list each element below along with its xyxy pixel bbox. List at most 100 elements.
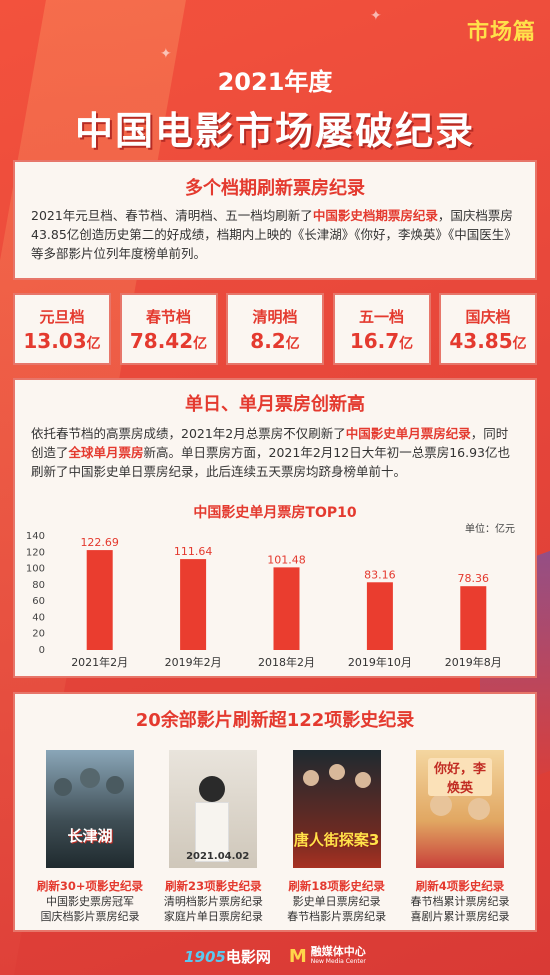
bar-chart: 0 20 40 60 80 100 120 140 122.69 2021年2月 111.64 201… (26, 531, 502, 669)
stat-value: 43.85亿 (449, 329, 526, 353)
poster-title: 长津湖 (67, 827, 113, 845)
x-category-label: 2019年10月 (348, 655, 412, 669)
sparkle-icon: ✦ (160, 46, 172, 62)
chart-bar (273, 567, 300, 650)
y-tick-label: 0 (39, 645, 45, 656)
logo-1905-text: 电影网 (225, 948, 271, 966)
film-record-desc: 中国影史票房冠军 (46, 895, 134, 908)
chart-unit-label: 单位：亿元 (465, 524, 515, 535)
logo-1905-number: 1905 (184, 948, 226, 966)
sparkle-icon: ✦ (370, 8, 382, 24)
chart-bar (366, 582, 393, 650)
logo-media-en: New Media Center (310, 957, 366, 965)
film-record-desc: 国庆档影片票房纪录 (40, 910, 140, 923)
page-title: 中国电影市场屡破纪录 (74, 109, 475, 153)
film-item: 你好，李焕英 刷新4项影史纪录 春节档累计票房纪录 喜剧片累计票房纪录 (401, 750, 519, 924)
bar-value-label: 111.64 (174, 545, 213, 558)
card-daily-monthly-records: 单日、单月票房创新高 依托春节档的高票房成绩，2021年2月总票房不仅刷新了中国… (13, 378, 537, 678)
paragraph-text: ，国庆档票房43.85亿创造历史第二的好成绩，档期内上映的《长津湖》《你好，李焕… (31, 208, 517, 261)
stat-number: 13.03 (23, 328, 87, 353)
stat-unit: 亿 (512, 335, 527, 352)
bar-value-label: 78.36 (458, 572, 490, 585)
film-item: 长津湖 刷新30+项影史纪录 中国影史票房冠军 国庆档影片票房纪录 (31, 750, 149, 924)
stat-number: 8.2 (250, 328, 286, 353)
poster-title: 2021.04.02 (186, 851, 250, 862)
film-record-desc: 家庭片单日票房纪录 (163, 910, 263, 923)
stat-box: 春节档 78.42亿 (119, 293, 218, 365)
header-year: 2021年度 (217, 68, 333, 96)
stat-label: 五一档 (358, 307, 404, 326)
paragraph-text: 依托春节档的高票房成绩，2021年2月总票房不仅刷新了 (31, 426, 346, 441)
film-record-count: 刷新30+项影史纪录 (36, 879, 144, 893)
stat-box: 五一档 16.7亿 (332, 293, 431, 365)
section-tag: 市场篇 (466, 20, 536, 45)
holiday-stats: 元旦档 13.03亿 春节档 78.42亿 清明档 8.2亿 五一档 16.7亿… (13, 293, 537, 365)
film-record-desc: 喜剧片累计票房纪录 (410, 910, 510, 923)
x-category-label: 2019年2月 (165, 655, 222, 669)
y-tick-label: 60 (32, 596, 45, 607)
card-film-records: 20余部影片刷新超122项影史纪录 长津湖 刷新30+项影史纪录 中国影史票房冠… (13, 692, 537, 932)
stat-box: 国庆档 43.85亿 (439, 293, 537, 365)
card-title: 单日、单月票房创新高 (185, 394, 365, 415)
bar-value-label: 122.69 (80, 536, 119, 549)
stat-value: 16.7亿 (350, 329, 413, 353)
stat-unit: 亿 (193, 335, 208, 352)
paragraph-text: 2021年元旦档、春节档、清明档、五一档均刷新了 (31, 208, 313, 223)
chart-title: 中国影史单月票房TOP10 (193, 505, 357, 521)
stat-number: 16.7 (349, 328, 400, 353)
card-holiday-records: 多个档期刷新票房纪录 2021年元旦档、春节档、清明档、五一档均刷新了中国影史档… (13, 160, 537, 280)
footer-logos: 1905电影网 M 融媒体中心 New Media Center (0, 946, 550, 968)
chart-bar (86, 550, 113, 650)
stat-label: 元旦档 (39, 307, 85, 326)
stat-unit: 亿 (86, 335, 101, 352)
card-paragraph: 依托春节档的高票房成绩，2021年2月总票房不仅刷新了中国影史单月票房纪录，同时… (31, 424, 519, 481)
stat-number: 43.85 (449, 328, 513, 353)
stat-number: 78.42 (129, 328, 194, 353)
y-tick-label: 120 (26, 547, 45, 558)
chart-bar (460, 586, 487, 650)
x-category-label: 2019年8月 (445, 655, 502, 669)
stat-box: 清明档 8.2亿 (226, 293, 324, 365)
bar-value-label: 83.16 (364, 568, 396, 581)
film-poster: 长津湖 (46, 750, 134, 868)
paragraph-text: ，同时创造了 (31, 426, 509, 460)
film-record-count: 刷新18项影史纪录 (288, 879, 385, 893)
film-poster: 唐人街探案3 (292, 750, 381, 868)
chart-bar (180, 559, 207, 650)
card-title: 20余部影片刷新超122项影史纪录 (135, 710, 415, 731)
stat-unit: 亿 (285, 335, 300, 352)
poster-title: 你好，李焕英 (427, 758, 492, 796)
paragraph-highlight: 全球单月票房 (68, 445, 144, 460)
paragraph-highlight: 中国影史单月票房纪录 (345, 426, 471, 441)
film-record-desc: 春节档影片票房纪录 (287, 910, 387, 923)
y-tick-label: 20 (32, 629, 45, 640)
poster-title: 唐人街探案3 (293, 831, 380, 849)
logo-new-media-center: M 融媒体中心 New Media Center (288, 946, 366, 968)
stat-value: 78.42亿 (130, 329, 207, 353)
x-category-label: 2021年2月 (71, 655, 128, 669)
y-tick-label: 80 (32, 580, 45, 591)
film-list: 长津湖 刷新30+项影史纪录 中国影史票房冠军 国庆档影片票房纪录 2021.0… (25, 750, 525, 924)
paragraph-text: 新高。单日票房方面，2021年2月12日大年初一总票房16.93亿也刷新了中国影… (31, 445, 510, 479)
x-category-label: 2018年2月 (258, 655, 315, 669)
film-poster: 你好，李焕英 (415, 750, 504, 868)
logo-1905: 1905电影网 (184, 946, 271, 967)
card-paragraph: 2021年元旦档、春节档、清明档、五一档均刷新了中国影史档期票房纪录，国庆档票房… (31, 206, 519, 263)
film-item: 唐人街探案3 刷新18项影史纪录 影史单日票房纪录 春节档影片票房纪录 (278, 750, 396, 924)
stat-value: 8.2亿 (250, 329, 299, 353)
stat-unit: 亿 (399, 335, 414, 352)
stat-box: 元旦档 13.03亿 (13, 293, 111, 365)
stat-value: 13.03亿 (23, 329, 100, 353)
film-record-desc: 清明档影片票房纪录 (163, 895, 263, 908)
stat-label: 清明档 (252, 307, 298, 326)
y-tick-label: 40 (32, 612, 45, 623)
y-tick-label: 100 (26, 564, 45, 575)
paragraph-highlight: 中国影史档期票房纪录 (312, 208, 438, 223)
stat-label: 春节档 (145, 307, 191, 326)
m-logo-icon: M (288, 946, 307, 967)
film-record-count: 刷新4项影史纪录 (415, 879, 505, 893)
film-item: 2021.04.02 刷新23项影史纪录 清明档影片票房纪录 家庭片单日票房纪录 (154, 750, 272, 924)
film-record-count: 刷新23项影史纪录 (165, 879, 262, 893)
stat-label: 国庆档 (465, 307, 511, 326)
film-poster: 2021.04.02 (169, 750, 258, 868)
